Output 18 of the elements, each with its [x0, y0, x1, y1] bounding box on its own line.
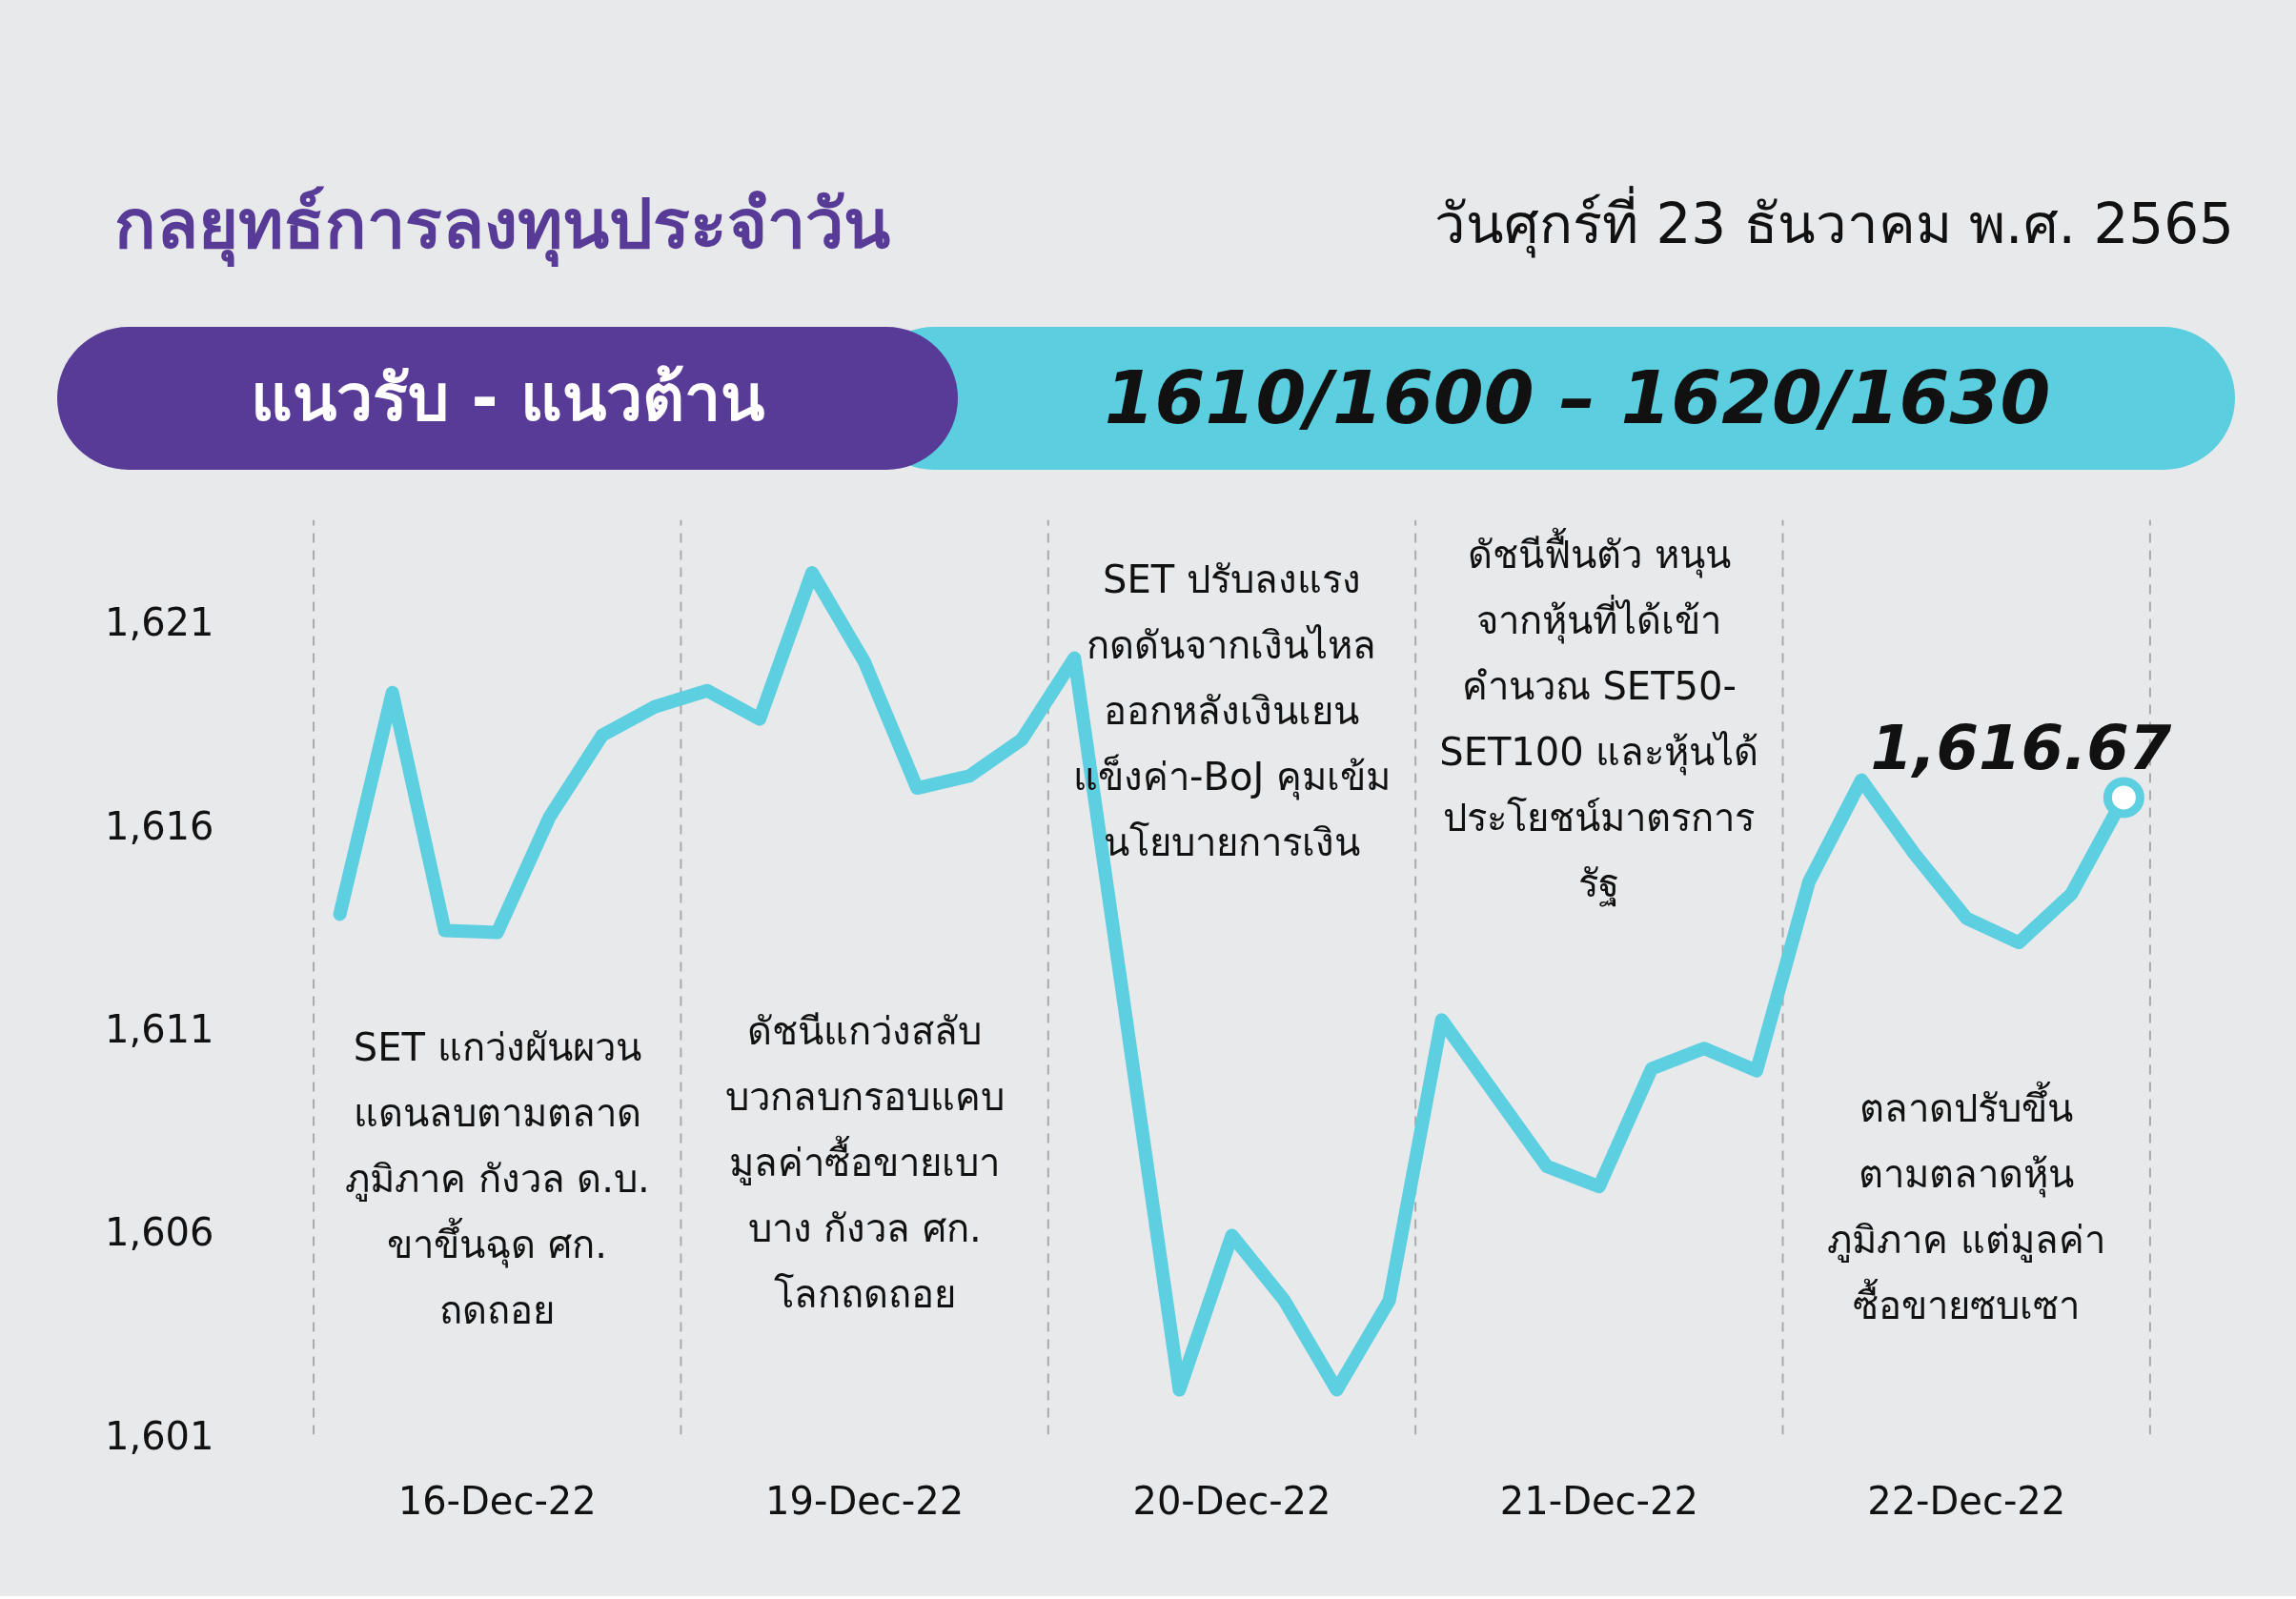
y-tick-label: 1,611 — [104, 1006, 214, 1051]
annotation: ตลาดปรับขึ้น ตามตลาดหุ้น ภูมิภาค แต่มูลค่า ซื้อขายซบเซา — [1827, 1081, 2106, 1328]
x-tick-label: 22-Dec-22 — [1867, 1478, 2066, 1523]
x-tick-label: 20-Dec-22 — [1132, 1478, 1331, 1523]
y-tick-label: 1,621 — [104, 600, 214, 645]
x-tick-label: 19-Dec-22 — [765, 1478, 965, 1523]
y-tick-label: 1,601 — [104, 1413, 214, 1458]
chart-title: กลยุทธ์การลงทุนประจำวัน — [114, 183, 890, 267]
y-tick-label: 1,606 — [104, 1210, 214, 1255]
chart-subtitle: วันศุกร์ที่ 23 ธันวาคม พ.ศ. 2565 — [1433, 185, 2234, 260]
annotation: ดัชนีแกว่งสลับ บวกลบกรอบแคบ มูลค่าซื้อขายเบา บาง กังวล ศก. โลกถดถอย — [724, 1008, 1005, 1316]
annotation: ดัชนีฟื้นตัว หนุน จากหุ้นที่ได้เข้า คำนวณ SET50- SET100 และหุ้นได้ ประโยชน์มาตรการ รัฐ — [1439, 527, 1759, 908]
x-tick-label: 16-Dec-22 — [397, 1478, 597, 1523]
x-tick-label: 21-Dec-22 — [1499, 1478, 1698, 1523]
annotation: SET แกว่งผันผวน แดนลบตามตลาด ภูมิภาค กังวล ด.บ. ขาขึ้นฉุด ศก. ถดถอย — [344, 1024, 650, 1332]
text: 1610/1600 – 1620/1630 — [1103, 354, 2052, 442]
y-tick-label: 1,616 — [104, 803, 214, 848]
data-label: 1,616.67 — [1870, 712, 2172, 783]
